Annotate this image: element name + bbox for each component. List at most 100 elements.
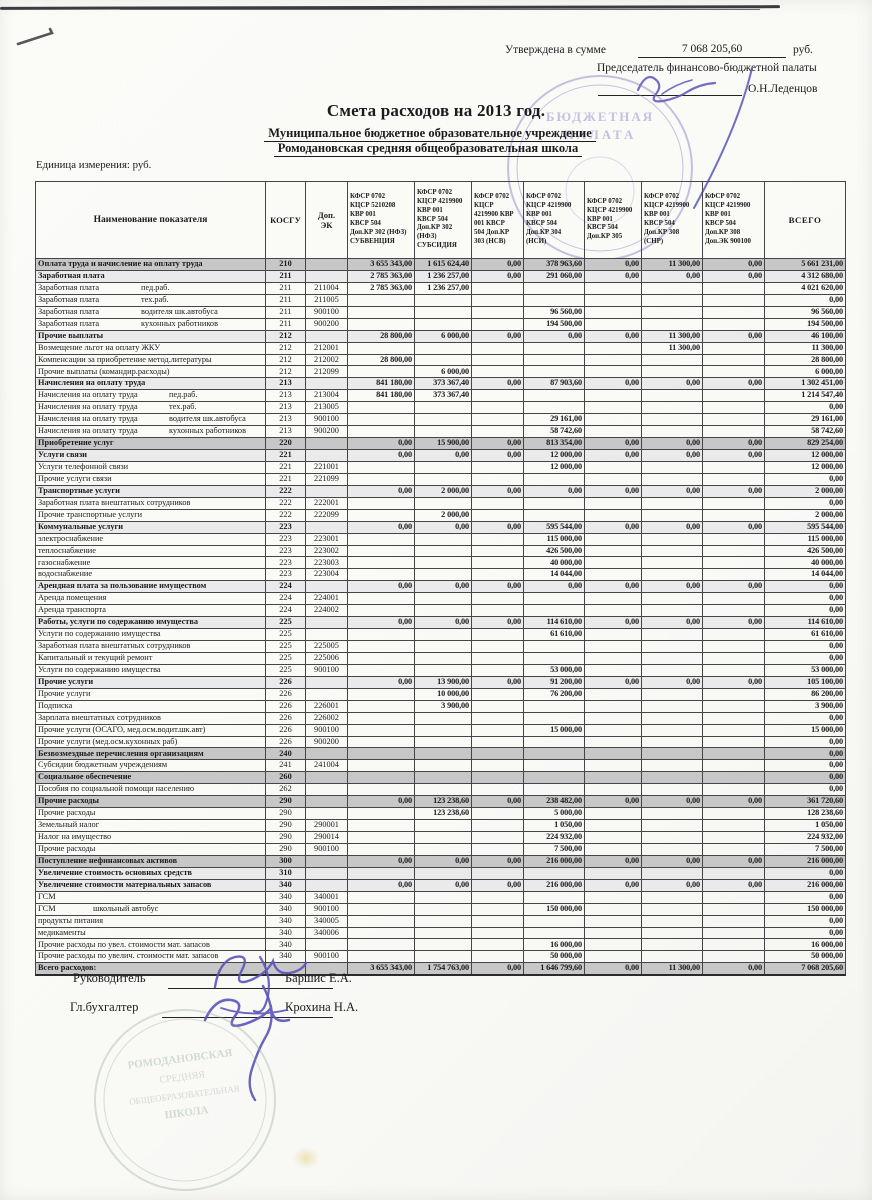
total-cell: 2 000,00 bbox=[764, 484, 846, 498]
row-label-cell: Коммунальные услуги bbox=[35, 520, 266, 534]
value-cell-6 bbox=[641, 711, 703, 725]
total-cell: 0,00 bbox=[764, 783, 846, 797]
value-cell-2 bbox=[414, 317, 472, 331]
table-row: Прочие услуги 226 10 000,00 76 200,00 86 200… bbox=[35, 687, 846, 701]
value-cell-3: 0,00 bbox=[471, 854, 524, 868]
row-label: Подписка bbox=[38, 700, 73, 710]
value-cell-1: 3 655 343,00 bbox=[347, 258, 415, 271]
value-cell-3 bbox=[471, 651, 524, 665]
value-cell-6: 0,00 bbox=[641, 484, 703, 498]
value-cell-5 bbox=[584, 317, 642, 331]
value-cell-1 bbox=[347, 687, 415, 701]
row-label-cell: ГСМ школьный автобус bbox=[35, 902, 266, 916]
row-label-cell: Заработная плата внештатных сотрудников bbox=[35, 496, 266, 510]
value-cell-7 bbox=[702, 460, 765, 474]
row-label: Транспортные услуги bbox=[38, 485, 120, 495]
table-row: Прочие услуги 226 0,00 13 900,00 0,00 91 200,… bbox=[35, 675, 846, 689]
value-cell-2 bbox=[414, 425, 472, 439]
row-label: Начисления на оплату труда bbox=[38, 378, 146, 388]
value-cell-1: 0,00 bbox=[347, 795, 415, 809]
row-label: Поступление нефинансовых активов bbox=[38, 855, 178, 865]
value-cell-2 bbox=[414, 747, 472, 761]
table-row: Пособия по социальной помощи населению 26… bbox=[35, 783, 846, 797]
total-cell: 0,00 bbox=[764, 735, 846, 749]
value-cell-4: 40 000,00 bbox=[523, 556, 585, 570]
value-cell-6 bbox=[641, 460, 703, 474]
value-cell-4: 115 000,00 bbox=[523, 532, 585, 546]
table-row: Оплата труда и начисление на оплату труд… bbox=[35, 258, 846, 271]
row-label: Начисления на оплату труда bbox=[38, 390, 138, 400]
dop-ek-cell: 222099 bbox=[305, 508, 348, 522]
total-cell: 1 302 451,00 bbox=[764, 377, 846, 391]
value-cell-5 bbox=[584, 640, 642, 653]
value-cell-7: 0,00 bbox=[702, 580, 765, 594]
dop-ek-cell: 221001 bbox=[305, 460, 348, 474]
row-label: Всего расходов: bbox=[38, 963, 97, 973]
value-cell-6: 0,00 bbox=[641, 269, 703, 283]
value-cell-7 bbox=[702, 353, 765, 367]
total-cell: 0,00 bbox=[764, 472, 846, 486]
dop-ek-cell: 223004 bbox=[305, 568, 348, 582]
table-row: Аренда помещения 224 224001 0,00 bbox=[35, 592, 846, 606]
value-cell-5 bbox=[584, 735, 642, 749]
kosgu-cell: 226 bbox=[265, 675, 306, 689]
value-cell-2 bbox=[414, 460, 472, 474]
value-cell-7 bbox=[702, 544, 765, 558]
row-label-cell: Увеличение стоимости материальных запасо… bbox=[35, 878, 266, 892]
row-label-cell: Прочие расходы по увел. стоимости мат. з… bbox=[35, 938, 266, 952]
value-cell-6 bbox=[641, 496, 703, 510]
value-cell-5: 0,00 bbox=[584, 329, 642, 343]
total-cell: 6 000,00 bbox=[764, 365, 846, 379]
value-cell-2 bbox=[414, 902, 472, 916]
value-cell-4: 61 610,00 bbox=[523, 628, 585, 641]
value-cell-6 bbox=[641, 771, 703, 785]
value-cell-7 bbox=[702, 771, 765, 785]
total-cell: 46 100,00 bbox=[764, 329, 846, 343]
dop-ek-cell bbox=[305, 854, 348, 868]
dop-ek-cell: 900100 bbox=[305, 902, 348, 916]
value-cell-5 bbox=[584, 305, 642, 319]
value-cell-1 bbox=[347, 723, 415, 737]
kosgu-cell: 290 bbox=[265, 795, 306, 809]
total-cell: 50 000,00 bbox=[764, 950, 846, 964]
value-cell-6 bbox=[641, 759, 703, 773]
kosgu-cell: 221 bbox=[265, 472, 306, 486]
dop-ek-cell: 900100 bbox=[305, 305, 348, 319]
total-cell: 14 044,00 bbox=[764, 568, 846, 582]
value-cell-4: 76 200,00 bbox=[523, 687, 585, 701]
value-cell-3 bbox=[471, 532, 524, 546]
kosgu-cell: 226 bbox=[265, 687, 306, 701]
dop-ek-cell bbox=[305, 449, 348, 462]
value-cell-4 bbox=[523, 747, 585, 761]
row-label: ГСМ bbox=[38, 903, 56, 913]
value-cell-1: 2 785 363,00 bbox=[347, 281, 415, 295]
value-cell-2 bbox=[414, 472, 472, 486]
table-row: Подписка 226 226001 3 900,00 3 900,00 bbox=[35, 699, 846, 713]
value-cell-7: 0,00 bbox=[702, 854, 765, 868]
value-cell-3 bbox=[471, 831, 524, 844]
kosgu-cell: 220 bbox=[265, 437, 306, 450]
value-cell-1 bbox=[347, 472, 415, 486]
value-cell-7 bbox=[702, 747, 765, 761]
value-cell-4: 1 646 799,60 bbox=[523, 962, 585, 977]
row-label-cell: Транспортные услуги bbox=[35, 484, 266, 498]
value-cell-4 bbox=[523, 914, 585, 928]
value-cell-5: 0,00 bbox=[584, 795, 642, 809]
dop-ek-cell bbox=[305, 437, 348, 450]
value-cell-7 bbox=[702, 759, 765, 773]
value-cell-2: 0,00 bbox=[414, 449, 472, 462]
row-label-cell: Поступление нефинансовых активов bbox=[35, 854, 266, 868]
value-cell-7: 0,00 bbox=[702, 520, 765, 534]
dop-ek-cell bbox=[305, 329, 348, 343]
value-cell-4: 595 544,00 bbox=[523, 520, 585, 534]
row-label-cell: Заработная плата тех.раб. bbox=[35, 293, 266, 307]
row-label-cell: Прочие расходы по увелич. стоимости мат.… bbox=[35, 950, 266, 964]
value-cell-1: 0,00 bbox=[347, 520, 415, 534]
value-cell-7: 0,00 bbox=[702, 258, 765, 271]
kosgu-cell: 290 bbox=[265, 819, 306, 832]
value-cell-7 bbox=[702, 568, 765, 582]
value-cell-3 bbox=[471, 293, 524, 307]
dop-ek-cell bbox=[305, 783, 348, 797]
dop-ek-cell bbox=[305, 484, 348, 498]
value-cell-7 bbox=[702, 556, 765, 570]
